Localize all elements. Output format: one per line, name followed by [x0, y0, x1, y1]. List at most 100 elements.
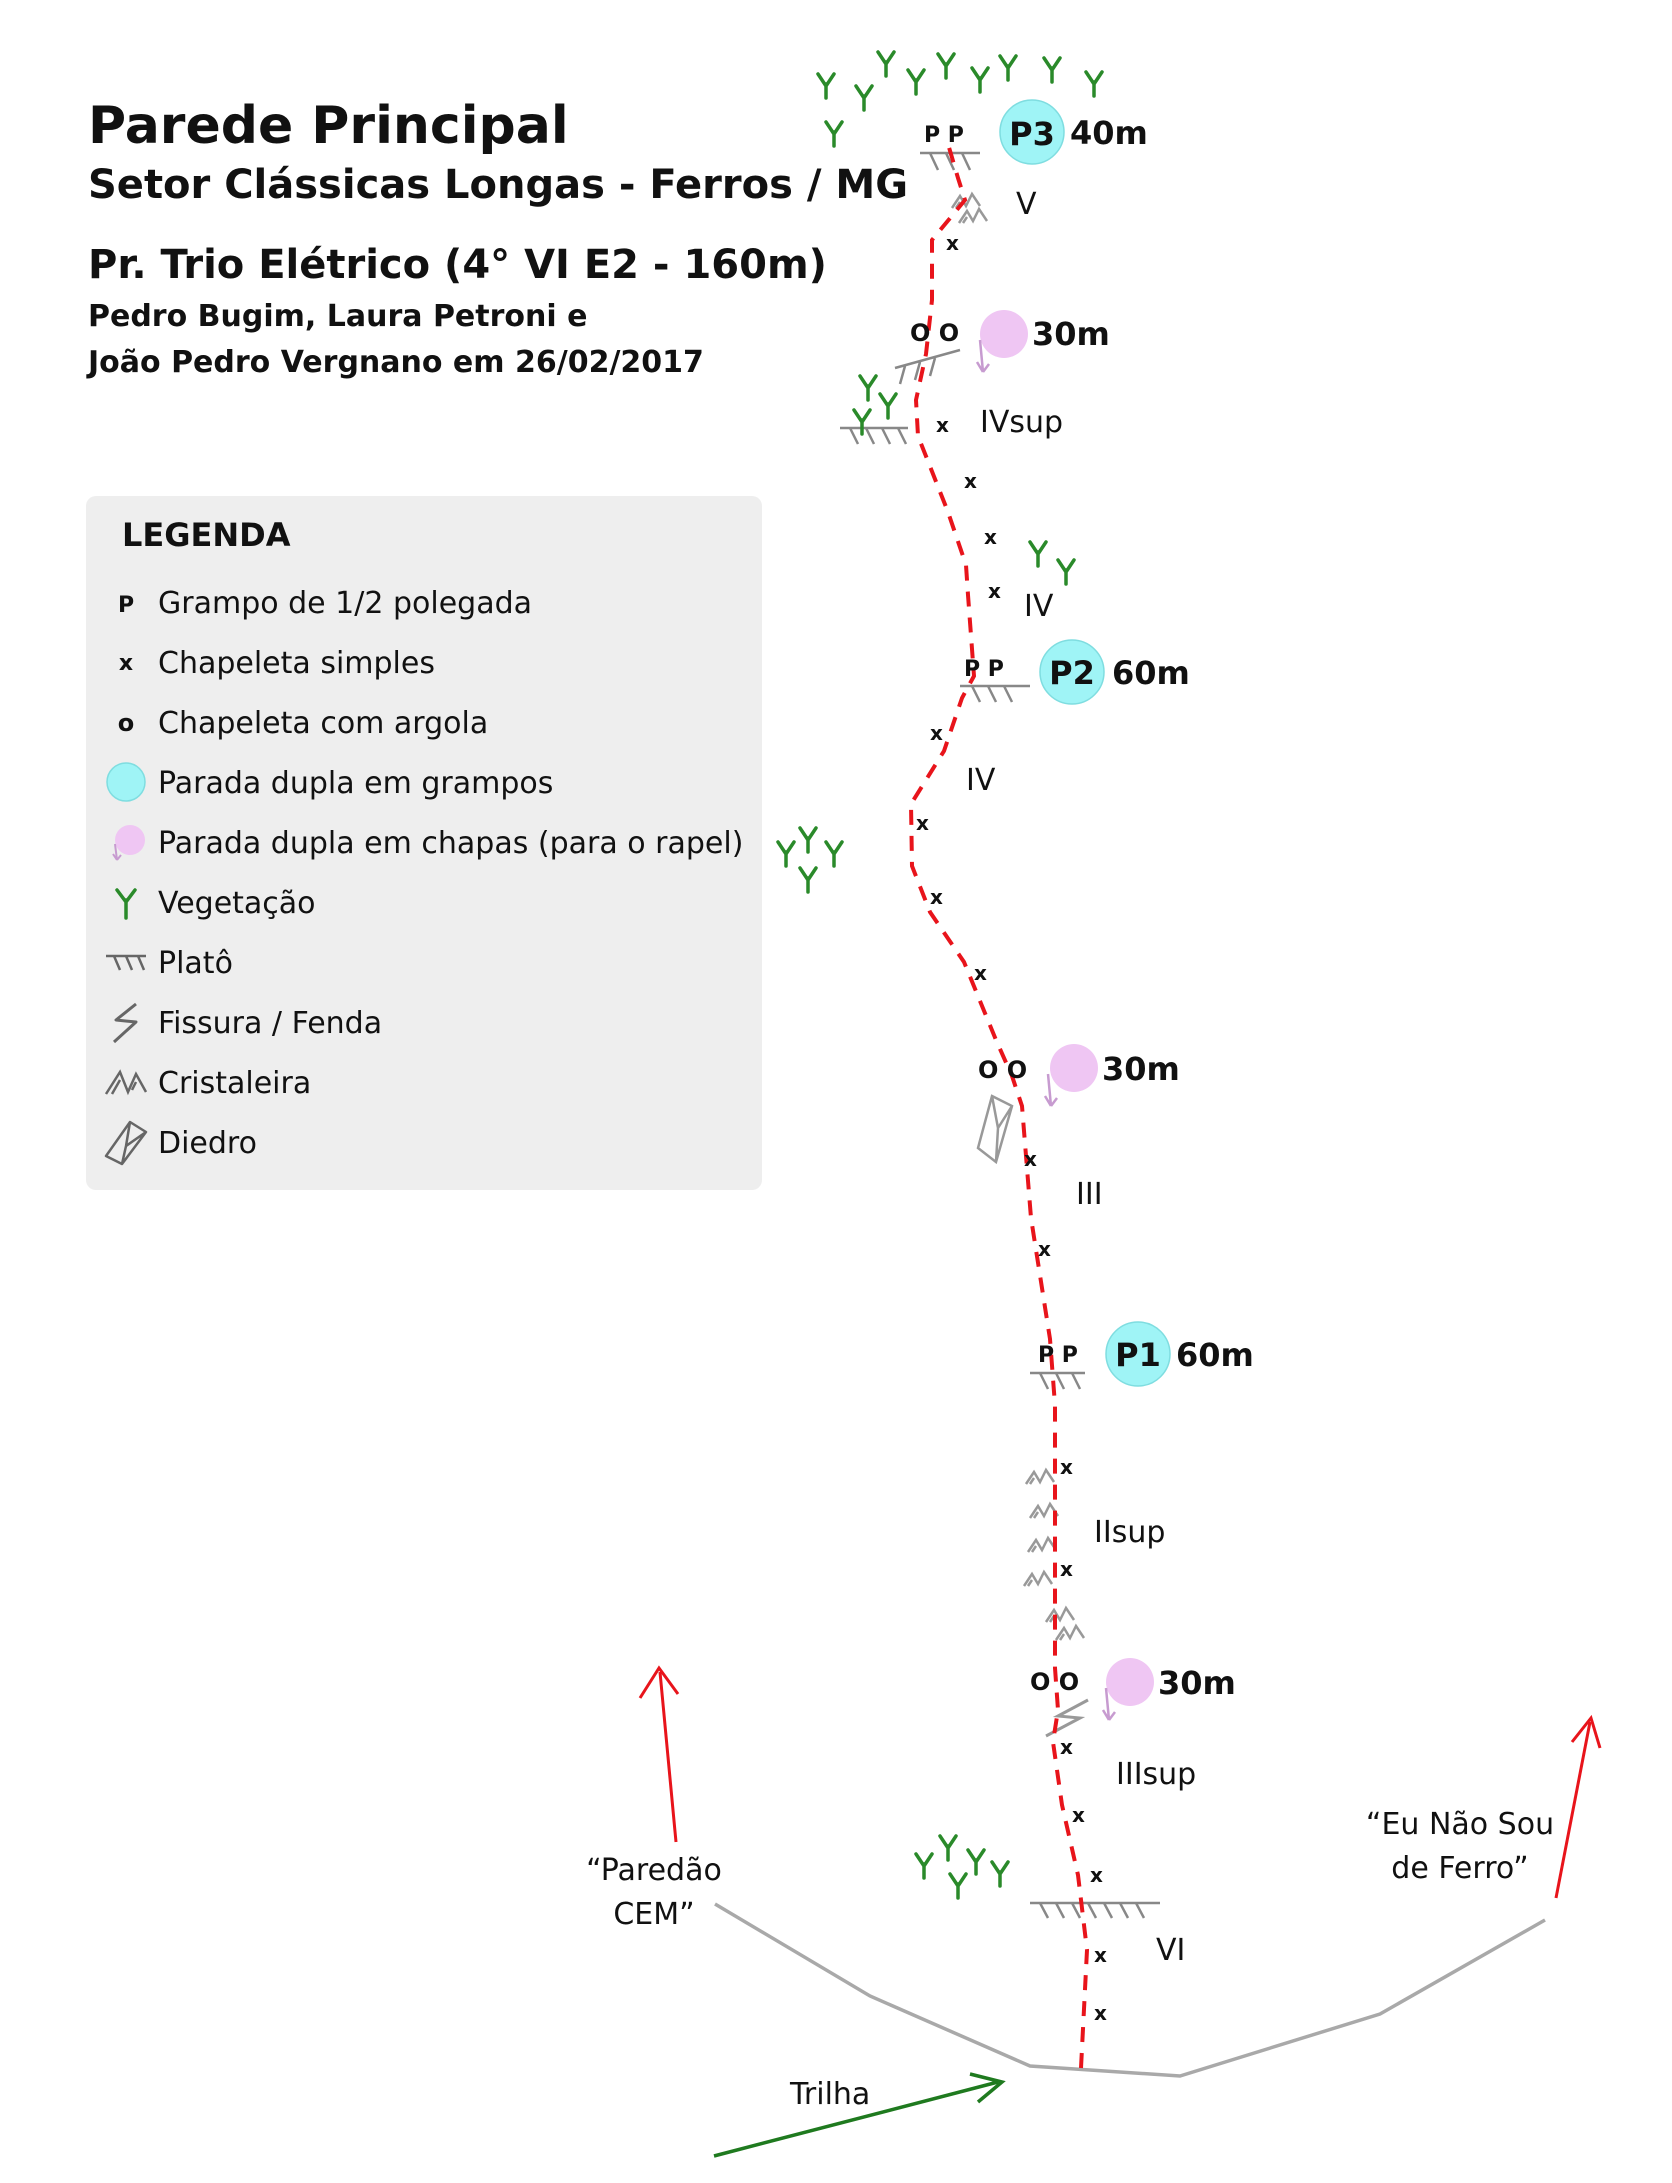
legend-label: Parada dupla em grampos	[158, 766, 554, 801]
bolt-marker: x	[988, 579, 1001, 603]
anchor-r1-length: 30m	[1032, 315, 1110, 353]
wall-title: Parede Principal	[88, 96, 569, 156]
legend-item-plato: Platô	[86, 934, 762, 990]
neighbor-left-line2: CEM”	[613, 1897, 694, 1932]
anchor-r1-marker	[980, 310, 1028, 358]
legend-item-cristaleira: Cristaleira	[86, 1054, 762, 1110]
anchor-p2-marker	[1039, 639, 1105, 705]
legend-label: Fissura / Fenda	[158, 1006, 383, 1041]
dihedral-feature	[976, 1094, 1014, 1165]
legend: LEGENDA P Grampo de 1/2 polegada x Chape…	[86, 496, 762, 1190]
anchor-r3-marker	[1106, 1658, 1154, 1706]
dihedral-icon	[102, 1118, 150, 1166]
arrow-paredao-cem	[638, 1665, 680, 1843]
svg-text:o: o	[118, 709, 135, 737]
legend-item-diedro: Diedro	[86, 1114, 762, 1170]
anchor-r2-marker	[1050, 1044, 1098, 1092]
legend-label: Chapeleta simples	[158, 646, 435, 681]
bolt-marker: x	[936, 413, 949, 437]
grade-label: IVsup	[980, 405, 1063, 440]
anchor-p2-bolts: P P	[964, 657, 1004, 682]
anchor-r1-bolts: O O	[910, 319, 959, 347]
trail-label: Trilha	[789, 2077, 870, 2112]
ledge-icon	[102, 938, 150, 986]
crack-feature	[1045, 1698, 1089, 1738]
neighbor-right-line1: “Eu Não Sou	[1366, 1807, 1554, 1842]
legend-item-grampo: P Grampo de 1/2 polegada	[86, 574, 762, 630]
route-authors-line1: Pedro Bugim, Laura Petroni e	[88, 299, 588, 334]
bolt-marker: x	[1072, 1803, 1085, 1827]
bolt-marker: x	[974, 961, 987, 985]
pink-rappel-anchor-icon	[102, 818, 150, 866]
anchor-p2-label: P2	[1049, 654, 1095, 692]
ledge-left	[840, 426, 908, 445]
legend-title: LEGENDA	[122, 516, 291, 554]
ledge-p1	[1030, 1371, 1085, 1390]
ledge-p2	[960, 684, 1030, 703]
anchor-r2-length: 30m	[1102, 1050, 1180, 1088]
neighbor-right-line2: de Ferro”	[1391, 1851, 1528, 1886]
bolt-marker: x	[1060, 1557, 1073, 1581]
anchor-p1-marker	[1105, 1321, 1171, 1387]
grade-label: IIsup	[1094, 1515, 1165, 1550]
anchor-r1-rappel-icon	[975, 339, 990, 373]
trail-arrow	[713, 2072, 1006, 2158]
bolt-marker: x	[1094, 2001, 1107, 2025]
grade-label: IIIsup	[1116, 1757, 1196, 1792]
bolt-marker: x	[930, 885, 943, 909]
crack-icon	[102, 998, 150, 1046]
bolt-marker: x	[964, 469, 977, 493]
anchor-p3-label: P3	[1009, 115, 1055, 153]
legend-item-vegetacao: Vegetação	[86, 874, 762, 930]
cyan-anchor-icon	[102, 758, 150, 806]
vegetation-bottom	[914, 1834, 1010, 1900]
bolt-marker: x	[916, 811, 929, 835]
bolt-marker: x	[930, 721, 943, 745]
crystal-icon	[102, 1058, 150, 1106]
anchor-p2-length: 60m	[1112, 654, 1190, 692]
anchor-p1-label: P1	[1115, 1336, 1161, 1374]
bolt-marker: x	[1090, 1863, 1103, 1887]
anchor-r2-rappel-icon	[1043, 1073, 1058, 1107]
legend-label: Chapeleta com argola	[158, 706, 489, 741]
anchor-p3-marker	[999, 99, 1065, 165]
grade-label: III	[1076, 1177, 1103, 1212]
anchor-p1-bolts: P P	[1038, 1343, 1078, 1368]
anchor-r3-length: 30m	[1158, 1664, 1236, 1702]
anchor-p3-bolts: P P	[924, 123, 964, 148]
bolt-marker: x	[1094, 1943, 1107, 1967]
grade-label: V	[1016, 187, 1037, 222]
svg-text:x: x	[119, 651, 133, 676]
anchor-p1-length: 60m	[1176, 1336, 1254, 1374]
grade-label: IV	[966, 763, 996, 798]
route-authors-line2: João Pedro Vergnano em 26/02/2017	[88, 345, 704, 380]
legend-label: Platô	[158, 946, 233, 981]
legend-label: Cristaleira	[158, 1066, 312, 1101]
legend-item-parada-chapas: Parada dupla em chapas (para o rapel)	[86, 814, 762, 870]
route-title: Pr. Trio Elétrico (4° VI E2 - 160m)	[88, 242, 827, 288]
grade-label: VI	[1156, 1933, 1185, 1968]
neighbor-left-line1: “Paredão	[586, 1853, 722, 1888]
legend-label: Grampo de 1/2 polegada	[158, 586, 533, 621]
bolt-marker: x	[1038, 1237, 1051, 1261]
wall-base-line	[714, 1902, 1546, 2078]
legend-item-parada-grampos: Parada dupla em grampos	[86, 754, 762, 810]
sector-title: Setor Clássicas Longas - Ferros / MG	[88, 162, 909, 208]
legend-item-chapeleta: x Chapeleta simples	[86, 634, 762, 690]
anchor-r3-bolts: O O	[1030, 1668, 1079, 1696]
svg-text:P: P	[118, 593, 134, 618]
title-block: Parede Principal Setor Clássicas Longas …	[88, 96, 908, 386]
legend-item-argola: o Chapeleta com argola	[86, 694, 762, 750]
bolt-marker: x	[946, 231, 959, 255]
bolt-marker: x	[1060, 1455, 1073, 1479]
ledge-r1	[894, 348, 961, 385]
vegetation-icon	[102, 878, 150, 926]
legend-label: Vegetação	[158, 886, 316, 921]
anchor-r3-rappel-icon	[1101, 1687, 1116, 1721]
bolt-marker: x	[1060, 1735, 1073, 1759]
bolt-marker: x	[984, 525, 997, 549]
vegetation-r1	[852, 374, 898, 436]
anchor-p3-length: 40m	[1070, 114, 1148, 152]
